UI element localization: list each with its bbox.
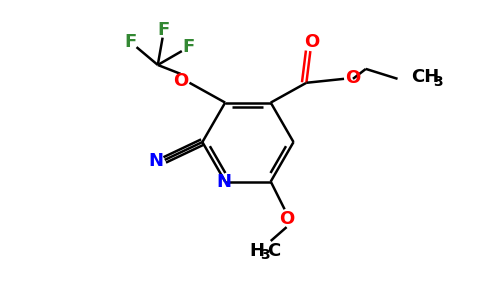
Text: O: O — [346, 69, 361, 87]
Text: F: F — [124, 33, 136, 51]
Text: CH: CH — [411, 68, 439, 86]
Text: O: O — [304, 33, 319, 51]
Text: F: F — [182, 38, 195, 56]
Text: 3: 3 — [433, 75, 443, 89]
Text: H: H — [249, 242, 264, 260]
Text: C: C — [267, 242, 280, 260]
Text: N: N — [217, 172, 232, 190]
Text: 3: 3 — [260, 248, 270, 262]
Text: O: O — [173, 72, 188, 90]
Text: N: N — [148, 152, 163, 170]
Text: O: O — [279, 210, 294, 228]
Text: F: F — [158, 21, 170, 39]
